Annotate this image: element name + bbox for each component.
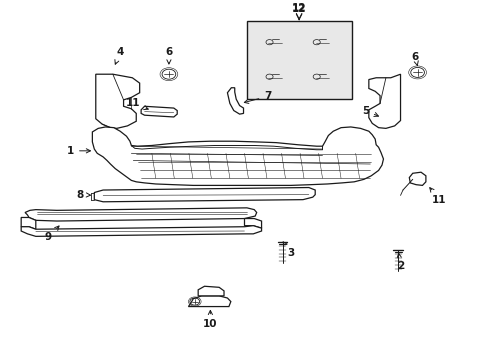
Polygon shape (21, 226, 261, 237)
Text: 9: 9 (45, 226, 59, 242)
Text: 8: 8 (77, 190, 90, 200)
Text: 10: 10 (203, 310, 217, 329)
Polygon shape (227, 88, 243, 114)
Text: 11: 11 (126, 98, 148, 109)
Text: 6: 6 (165, 47, 172, 64)
Polygon shape (408, 172, 425, 185)
Text: 11: 11 (429, 188, 446, 204)
Text: 5: 5 (361, 105, 378, 116)
Polygon shape (264, 74, 286, 79)
Polygon shape (244, 219, 261, 228)
Polygon shape (264, 39, 286, 44)
Text: 7: 7 (244, 91, 271, 103)
Polygon shape (368, 74, 400, 129)
Polygon shape (310, 74, 333, 79)
Polygon shape (198, 286, 224, 296)
Polygon shape (96, 74, 140, 129)
Polygon shape (25, 208, 256, 221)
Bar (246, 21, 351, 99)
Polygon shape (21, 217, 36, 229)
Text: 2: 2 (396, 253, 404, 271)
Text: 6: 6 (411, 52, 418, 66)
Text: 12: 12 (291, 4, 306, 14)
Polygon shape (141, 106, 177, 117)
Text: 1: 1 (67, 146, 90, 156)
Polygon shape (310, 39, 333, 44)
Text: 4: 4 (115, 47, 123, 64)
Text: 3: 3 (283, 242, 294, 258)
Text: 12: 12 (291, 3, 306, 13)
Polygon shape (92, 127, 383, 185)
Polygon shape (188, 296, 230, 307)
Polygon shape (94, 188, 315, 202)
